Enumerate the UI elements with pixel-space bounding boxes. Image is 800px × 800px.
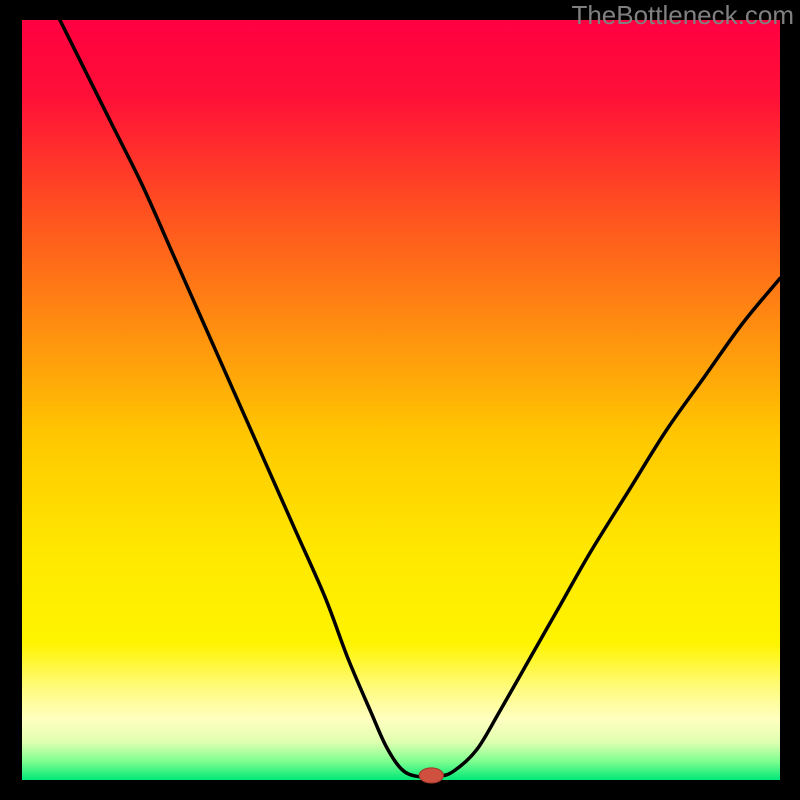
bottleneck-chart <box>0 0 800 800</box>
chart-canvas: TheBottleneck.com <box>0 0 800 800</box>
chart-background <box>22 20 780 780</box>
optimal-point-marker <box>419 768 443 783</box>
watermark-text: TheBottleneck.com <box>571 0 794 31</box>
